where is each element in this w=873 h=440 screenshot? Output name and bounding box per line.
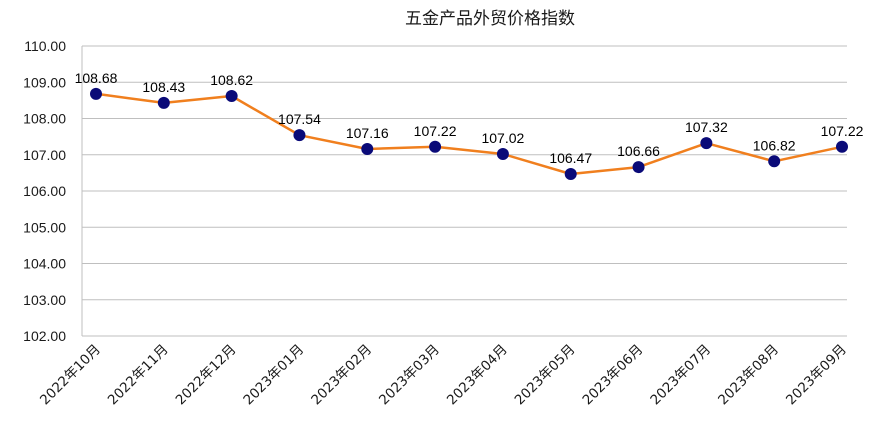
grid — [81, 45, 847, 337]
data-point — [293, 129, 306, 142]
data-label: 108.62 — [210, 72, 253, 88]
data-point — [768, 155, 781, 168]
data-label: 107.22 — [821, 123, 864, 139]
data-point — [564, 167, 577, 180]
y-tick-label: 110.00 — [24, 38, 66, 54]
x-tick-label: 2022年10月 — [37, 342, 104, 409]
data-point — [632, 161, 645, 174]
x-tick-label: 2023年09月 — [783, 342, 850, 409]
data-label: 106.66 — [617, 143, 660, 159]
data-label: 107.54 — [278, 111, 321, 127]
data-label: 107.22 — [414, 123, 457, 139]
y-tick-label: 105.00 — [23, 219, 66, 235]
y-axis: 102.00 103.00 104.00 105.00 106.00 107.00 108.… — [23, 38, 66, 344]
data-label: 108.68 — [75, 70, 118, 86]
series-line — [95, 92, 843, 176]
data-label: 108.43 — [142, 79, 185, 95]
y-tick-label: 104.00 — [23, 256, 66, 272]
y-tick-label: 102.00 — [23, 328, 66, 344]
series — [95, 92, 843, 176]
x-tick-label: 2023年08月 — [715, 342, 782, 409]
y-tick-label: 108.00 — [23, 111, 66, 127]
x-tick-label: 2023年06月 — [580, 342, 647, 409]
y-tick-label: 106.00 — [23, 183, 66, 199]
data-point — [700, 137, 713, 150]
y-tick-label: 103.00 — [23, 292, 66, 308]
data-point — [225, 90, 238, 103]
x-tick-label: 2023年05月 — [512, 342, 579, 409]
data-label: 107.02 — [481, 130, 524, 146]
data-label: 107.16 — [346, 125, 389, 141]
y-tick-label: 109.00 — [23, 74, 66, 90]
y-tick-label: 107.00 — [23, 147, 66, 163]
x-tick-label: 2022年12月 — [173, 342, 240, 409]
data-label: 107.32 — [685, 119, 728, 135]
markers — [90, 87, 848, 180]
data-label: 106.82 — [753, 137, 796, 153]
x-tick-label: 2022年11月 — [105, 342, 172, 409]
x-tick-label: 2023年01月 — [240, 342, 307, 409]
data-point — [496, 148, 509, 161]
chart-title: 五金产品外贸价格指数 — [405, 9, 575, 29]
data-point — [90, 87, 102, 100]
x-tick-label: 2023年03月 — [376, 342, 443, 409]
data-labels: 108.68 108.43 108.62 107.54 107.16 107.22 107.… — [75, 70, 864, 166]
data-point — [361, 142, 374, 155]
x-tick-label: 2023年07月 — [647, 342, 714, 409]
data-point — [429, 140, 442, 153]
data-point — [157, 96, 170, 109]
x-tick-label: 2023年04月 — [444, 342, 511, 409]
data-point — [836, 140, 848, 153]
x-axis: 2022年10月 2022年11月 2022年12月 2023年01月 2023年02月… — [37, 342, 850, 409]
data-label: 106.47 — [549, 150, 592, 166]
x-tick-label: 2023年02月 — [308, 342, 375, 409]
